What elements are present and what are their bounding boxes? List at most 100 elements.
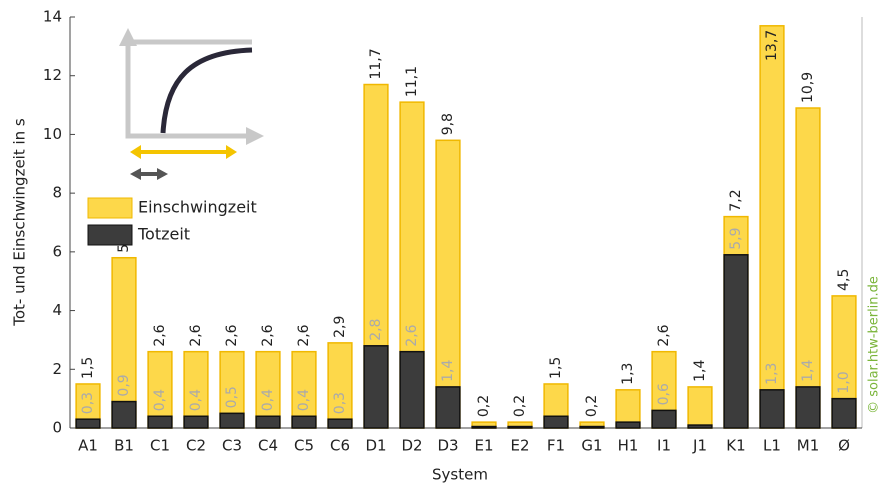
y-tick-label: 2 xyxy=(52,360,62,378)
y-tick-label: 6 xyxy=(52,242,62,260)
y-tick-label: 4 xyxy=(52,301,62,319)
y-tick-label: 0 xyxy=(52,419,62,437)
y-tick-label: 8 xyxy=(52,184,62,202)
x-tick-label: G1 xyxy=(581,437,602,455)
bar xyxy=(687,424,713,429)
x-tick-label: L1 xyxy=(763,437,781,455)
value-label: 5,9 xyxy=(728,228,744,250)
value-label: 2,6 xyxy=(296,324,312,346)
legend-swatch xyxy=(87,224,133,246)
bar xyxy=(327,342,353,429)
bar xyxy=(291,415,317,429)
value-label: 0,3 xyxy=(80,392,96,414)
value-label: 2,8 xyxy=(368,319,384,341)
value-label: 0,6 xyxy=(656,383,672,405)
bar xyxy=(651,409,677,429)
value-label: 10,9 xyxy=(800,72,816,103)
inset-icon xyxy=(119,28,264,180)
value-label: 0,5 xyxy=(224,386,240,408)
watermark: © solar.htw-berlin.de xyxy=(867,276,881,414)
legend-swatch xyxy=(87,197,133,219)
x-tick-label: B1 xyxy=(114,437,134,455)
bar xyxy=(219,412,245,429)
value-label: 1,0 xyxy=(836,371,852,393)
bar xyxy=(147,415,173,429)
value-label: 0,2 xyxy=(476,395,492,417)
x-tick-label: K1 xyxy=(726,437,745,455)
bar xyxy=(579,425,605,429)
bar xyxy=(795,386,821,429)
x-tick-label: C3 xyxy=(222,437,242,455)
x-tick-label: M1 xyxy=(797,437,820,455)
x-tick-label: E1 xyxy=(474,437,493,455)
x-tick-label: E2 xyxy=(510,437,529,455)
bar xyxy=(327,418,353,429)
legend-label: Einschwingzeit xyxy=(138,198,257,217)
y-tick-label: 10 xyxy=(43,125,62,143)
bar xyxy=(687,386,713,429)
value-label: 2,6 xyxy=(188,324,204,346)
value-label: 13,7 xyxy=(764,30,780,61)
value-label: 0,9 xyxy=(116,374,132,396)
bar xyxy=(183,415,209,429)
value-label: 2,6 xyxy=(404,324,420,346)
bar xyxy=(435,386,461,429)
bar xyxy=(255,415,281,429)
bar xyxy=(723,254,749,429)
x-tick-label: C6 xyxy=(330,437,350,455)
y-tick-label: 14 xyxy=(43,8,62,26)
value-label: 9,8 xyxy=(440,113,456,135)
x-axis-label: System xyxy=(432,466,488,484)
x-tick-label: D1 xyxy=(365,437,386,455)
x-tick-label: I1 xyxy=(657,437,671,455)
value-label: 0,3 xyxy=(332,392,348,414)
value-label: 0,4 xyxy=(296,389,312,411)
x-tick-label: F1 xyxy=(547,437,565,455)
x-tick-label: C1 xyxy=(150,437,170,455)
value-label: 1,4 xyxy=(692,360,708,382)
bar xyxy=(75,418,101,429)
value-label: 2,9 xyxy=(332,316,348,338)
legend-label: Totzeit xyxy=(137,225,190,244)
value-label: 0,2 xyxy=(584,395,600,417)
value-label: 4,5 xyxy=(836,269,852,291)
bar xyxy=(399,350,425,429)
x-tick-label: A1 xyxy=(78,437,98,455)
bar xyxy=(363,345,389,429)
x-tick-label: J1 xyxy=(692,437,707,455)
y-tick-label: 12 xyxy=(43,66,62,84)
y-axis-label: Tot- und Einschwingzeit in s xyxy=(11,118,29,327)
value-label: 1,5 xyxy=(80,357,96,379)
value-label: 2,6 xyxy=(152,324,168,346)
bar xyxy=(615,421,641,429)
x-tick-label: D3 xyxy=(437,437,458,455)
value-label: 2,6 xyxy=(260,324,276,346)
value-label: 11,7 xyxy=(368,48,384,79)
bar xyxy=(507,425,533,429)
value-label: 7,2 xyxy=(728,189,744,211)
value-label: 1,3 xyxy=(620,363,636,385)
x-tick-label: H1 xyxy=(618,437,639,455)
x-tick-label: D2 xyxy=(401,437,422,455)
value-label: 1,5 xyxy=(548,357,564,379)
x-tick-label: C5 xyxy=(294,437,314,455)
x-tick-label: Ø xyxy=(838,437,850,455)
value-label: 1,4 xyxy=(440,360,456,382)
bar xyxy=(435,139,461,429)
x-tick-label: C2 xyxy=(186,437,206,455)
x-tick-label: C4 xyxy=(258,437,278,455)
value-label: 0,4 xyxy=(152,389,168,411)
value-label: 0,2 xyxy=(512,395,528,417)
bar xyxy=(543,415,569,429)
value-label: 0,4 xyxy=(188,389,204,411)
bar xyxy=(111,400,137,429)
value-label: 1,3 xyxy=(764,363,780,385)
value-label: 2,6 xyxy=(656,324,672,346)
value-label: 11,1 xyxy=(404,66,420,97)
bar xyxy=(759,389,785,429)
bar xyxy=(471,425,497,429)
bar xyxy=(831,397,857,429)
value-label: 1,4 xyxy=(800,360,816,382)
value-label: 0,4 xyxy=(260,389,276,411)
